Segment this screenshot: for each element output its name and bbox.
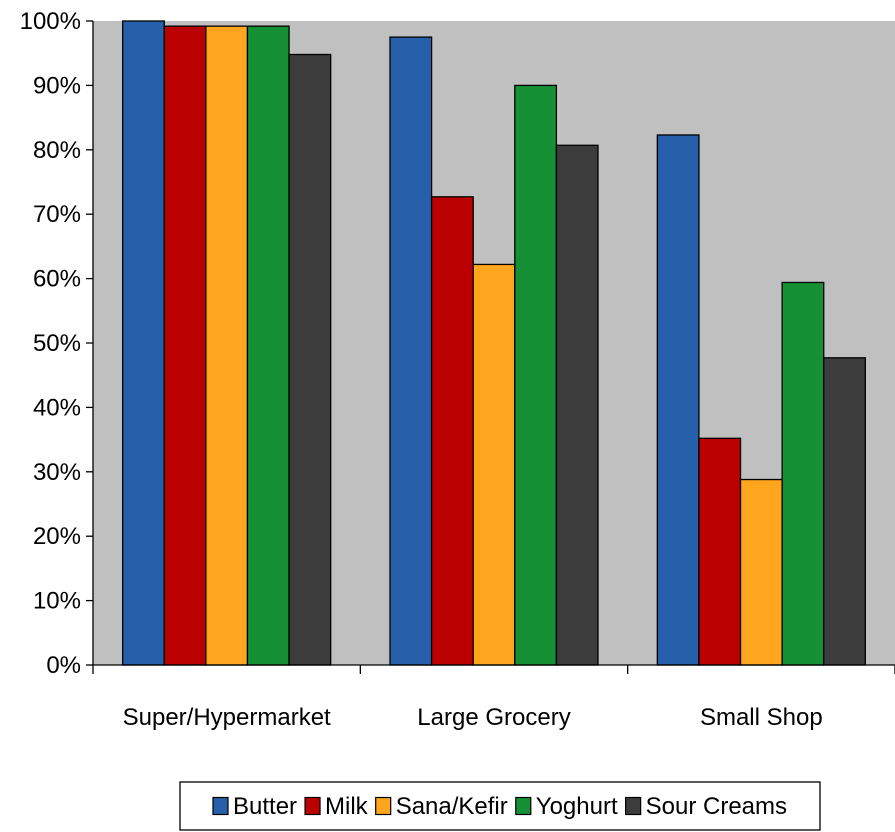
bar-sana-kefir-2 <box>472 263 516 666</box>
y-tick-label: 50% <box>33 330 81 357</box>
y-tick-label: 100% <box>20 8 81 35</box>
category-label: Small Shop <box>700 704 823 731</box>
legend-swatch-sour-creams <box>625 796 642 816</box>
bar-yoghurt-2 <box>514 84 558 666</box>
y-tick-label: 20% <box>33 523 81 550</box>
legend-swatch-milk <box>304 796 321 816</box>
legend-label-yoghurt: Yoghurt <box>536 793 618 820</box>
legend-swatch-sana-kefir <box>375 796 392 816</box>
y-tick-label: 30% <box>33 459 81 486</box>
legend-label-butter: Butter <box>233 793 297 820</box>
category-label: Large Grocery <box>417 704 570 731</box>
bar-butter-2 <box>389 36 433 666</box>
bar-yoghurt-1 <box>246 25 290 666</box>
legend: Butter Milk Sana/Kefir Yoghurt Sour Creams <box>179 781 821 831</box>
y-tick-label: 10% <box>33 588 81 615</box>
legend-swatch-yoghurt <box>515 796 532 816</box>
y-tick-label: 90% <box>33 72 81 99</box>
bars-group <box>122 20 866 666</box>
legend-label-sana-kefir: Sana/Kefir <box>396 793 508 820</box>
bar-sana-kefir-1 <box>205 25 249 666</box>
legend-box <box>179 781 821 831</box>
bar-sour-creams-1 <box>288 53 332 666</box>
y-tick-label: 70% <box>33 201 81 228</box>
x-axis: Super/Hypermarket Large Grocery Small Shop <box>92 664 895 731</box>
bar-yoghurt-3 <box>781 281 825 666</box>
legend-swatch-butter <box>212 796 229 816</box>
bar-sana-kefir-3 <box>739 478 783 666</box>
legend-label-milk: Milk <box>325 793 369 820</box>
bar-milk-2 <box>430 196 474 666</box>
bar-butter-3 <box>656 134 700 666</box>
bar-sour-creams-2 <box>555 144 599 666</box>
y-tick-label: 80% <box>33 137 81 164</box>
bar-milk-3 <box>698 437 742 666</box>
y-tick-label: 0% <box>46 652 81 679</box>
y-axis: 0% 10% 20% 30% 40% 50% 60% 70% 80% 90% 100% <box>20 8 94 679</box>
bar-milk-1 <box>163 25 207 666</box>
y-tick-label: 40% <box>33 394 81 421</box>
bar-butter-1 <box>122 20 165 666</box>
bar-sour-creams-3 <box>823 357 866 666</box>
category-label: Super/Hypermarket <box>123 704 331 731</box>
legend-label-sour-creams: Sour Creams <box>646 793 787 820</box>
y-tick-label: 60% <box>33 266 81 293</box>
